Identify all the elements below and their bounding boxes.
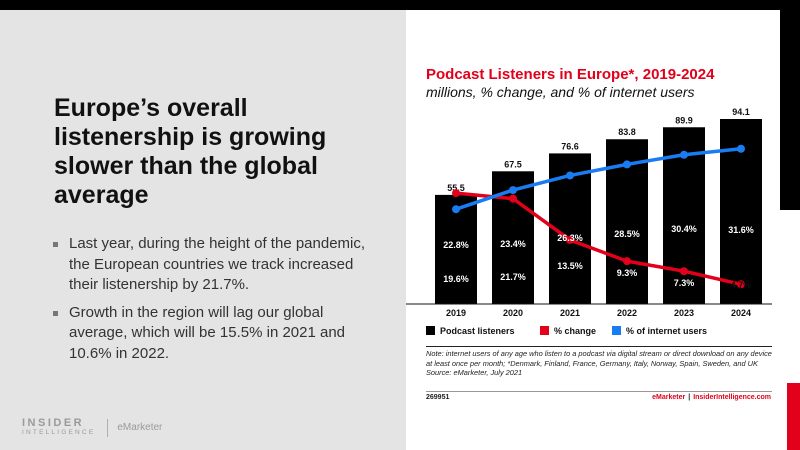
legend-label: Podcast listeners [440, 326, 515, 336]
internet-users-label: 19.6% [443, 274, 469, 284]
point-percent-internet-users [737, 144, 745, 153]
legend-label: % change [554, 326, 596, 336]
line-percent-change [455, 191, 742, 287]
internet-users-label: 28.5% [614, 229, 640, 239]
chart-title: Podcast Listeners in Europe*, 2019-2024 [426, 66, 715, 83]
chart-subtitle: millions, % change, and % of internet us… [426, 84, 695, 100]
percent-change-label: 22.8% [443, 240, 469, 250]
logo-sub-text: INTELLIGENCE [22, 429, 96, 436]
percent-change-label: 13.5% [557, 261, 583, 271]
left-panel [0, 10, 406, 450]
point-percent-internet-users [452, 205, 460, 214]
notes-divider [426, 346, 772, 347]
point-percent-internet-users [509, 186, 517, 195]
point-percent-internet-users [623, 160, 631, 169]
bullet-item: Last year, during the height of the pand… [52, 234, 372, 296]
top-bar [0, 0, 800, 10]
bar-value-label: 55.5 [447, 183, 465, 193]
legend-swatch [612, 326, 621, 335]
point-percent-change [737, 280, 745, 289]
chart-note: Note: internet users of any age who list… [426, 349, 772, 368]
point-percent-change [680, 267, 688, 276]
edge-accent-red [787, 383, 800, 450]
legend-label: % of internet users [626, 326, 707, 336]
percent-change-label: 21.7% [500, 272, 526, 282]
chart-source: Source: eMarketer, July 2021 [426, 368, 523, 378]
footer-brand-emarketer: eMarketer [652, 394, 686, 401]
chart-notes: Note: internet users of any age who list… [426, 349, 774, 378]
point-percent-change [509, 194, 517, 203]
logo-divider [107, 418, 109, 437]
point-percent-change [623, 257, 631, 266]
edge-accent-black [780, 10, 800, 210]
footer-brand-separator: | [688, 394, 691, 401]
bar-value-label: 67.5 [504, 159, 522, 169]
internet-users-label: 31.6% [728, 225, 754, 235]
x-tick-label: 2022 [617, 308, 637, 318]
footer-brand: eMarketer | InsiderIntelligence.com [652, 394, 771, 401]
chart-id: 269951 [426, 394, 450, 401]
percent-change-label: 4.7% [731, 280, 752, 290]
bar-value-label: 83.8 [618, 127, 636, 137]
logo-main-text: INSIDER [22, 417, 85, 429]
point-percent-change [566, 235, 574, 244]
footer-divider [426, 391, 772, 392]
x-tick-label: 2020 [503, 308, 523, 318]
point-percent-internet-users [680, 150, 688, 159]
bullet-item: Growth in the region will lag our global… [52, 303, 372, 365]
x-tick-label: 2024 [731, 308, 751, 318]
bullet-list: Last year, during the height of the pand… [52, 234, 372, 371]
x-tick-label: 2019 [446, 308, 466, 318]
x-tick-label: 2023 [674, 308, 694, 318]
x-tick-label: 2021 [560, 308, 580, 318]
legend-swatch [540, 326, 549, 335]
internet-users-label: 30.4% [671, 224, 697, 234]
legend-swatch [426, 326, 435, 335]
point-percent-change [452, 189, 460, 198]
bar-value-label: 76.6 [561, 141, 579, 151]
insider-intelligence-logo: INSIDER INTELLIGENCE eMarketer [22, 418, 162, 437]
internet-users-label: 26.3% [557, 233, 583, 243]
footer-brand-url: InsiderIntelligence.com [693, 394, 771, 401]
emarketer-logo-text: eMarketer [117, 422, 163, 433]
slide-headline: Europe’s overall listenership is growing… [54, 94, 327, 209]
bar-value-label: 94.1 [732, 107, 750, 117]
percent-change-label: 9.3% [617, 268, 638, 278]
point-percent-internet-users [566, 171, 574, 180]
percent-change-label: 7.3% [674, 278, 695, 288]
podcast-listeners-chart: 55.5 67.5 76.6 83.8 89.9 94.1 2019 2020 2021 2022… [406, 107, 772, 336]
line-percent-internet-users [455, 146, 742, 211]
bar-value-label: 89.9 [675, 115, 693, 125]
internet-users-label: 23.4% [500, 239, 526, 249]
